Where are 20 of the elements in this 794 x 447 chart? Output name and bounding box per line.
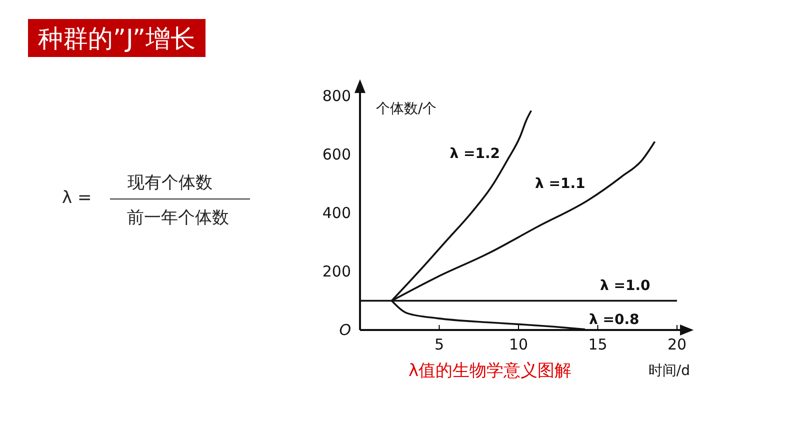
series-label: λ =0.8 bbox=[589, 312, 640, 328]
y-tick-label: 200 bbox=[322, 262, 351, 280]
text: 前一年个体数 bbox=[127, 208, 229, 228]
y-tick-label: 800 bbox=[322, 86, 351, 105]
text: 现有个体数 bbox=[128, 173, 212, 193]
text: λ值的生物学意义图解 bbox=[408, 361, 572, 381]
series-label: λ =1.2 bbox=[450, 146, 500, 162]
x-tick-label: 15 bbox=[588, 336, 608, 354]
y-tick-label: 400 bbox=[322, 204, 351, 222]
x-axis-title: 时间/d bbox=[648, 363, 690, 379]
y-tick-label: O bbox=[339, 320, 352, 339]
series-label: λ =1.1 bbox=[535, 176, 586, 192]
x-tick-label: 10 bbox=[508, 336, 528, 354]
series-label: λ =1.0 bbox=[600, 278, 651, 294]
x-tick-label: 20 bbox=[667, 336, 687, 354]
y-axis-title: 个体数/个 bbox=[376, 101, 437, 117]
text: 种群的”J”增长 bbox=[38, 24, 196, 53]
y-tick-label: 600 bbox=[322, 145, 351, 164]
x-tick-label: 5 bbox=[434, 336, 444, 354]
text: λ = bbox=[62, 188, 92, 208]
